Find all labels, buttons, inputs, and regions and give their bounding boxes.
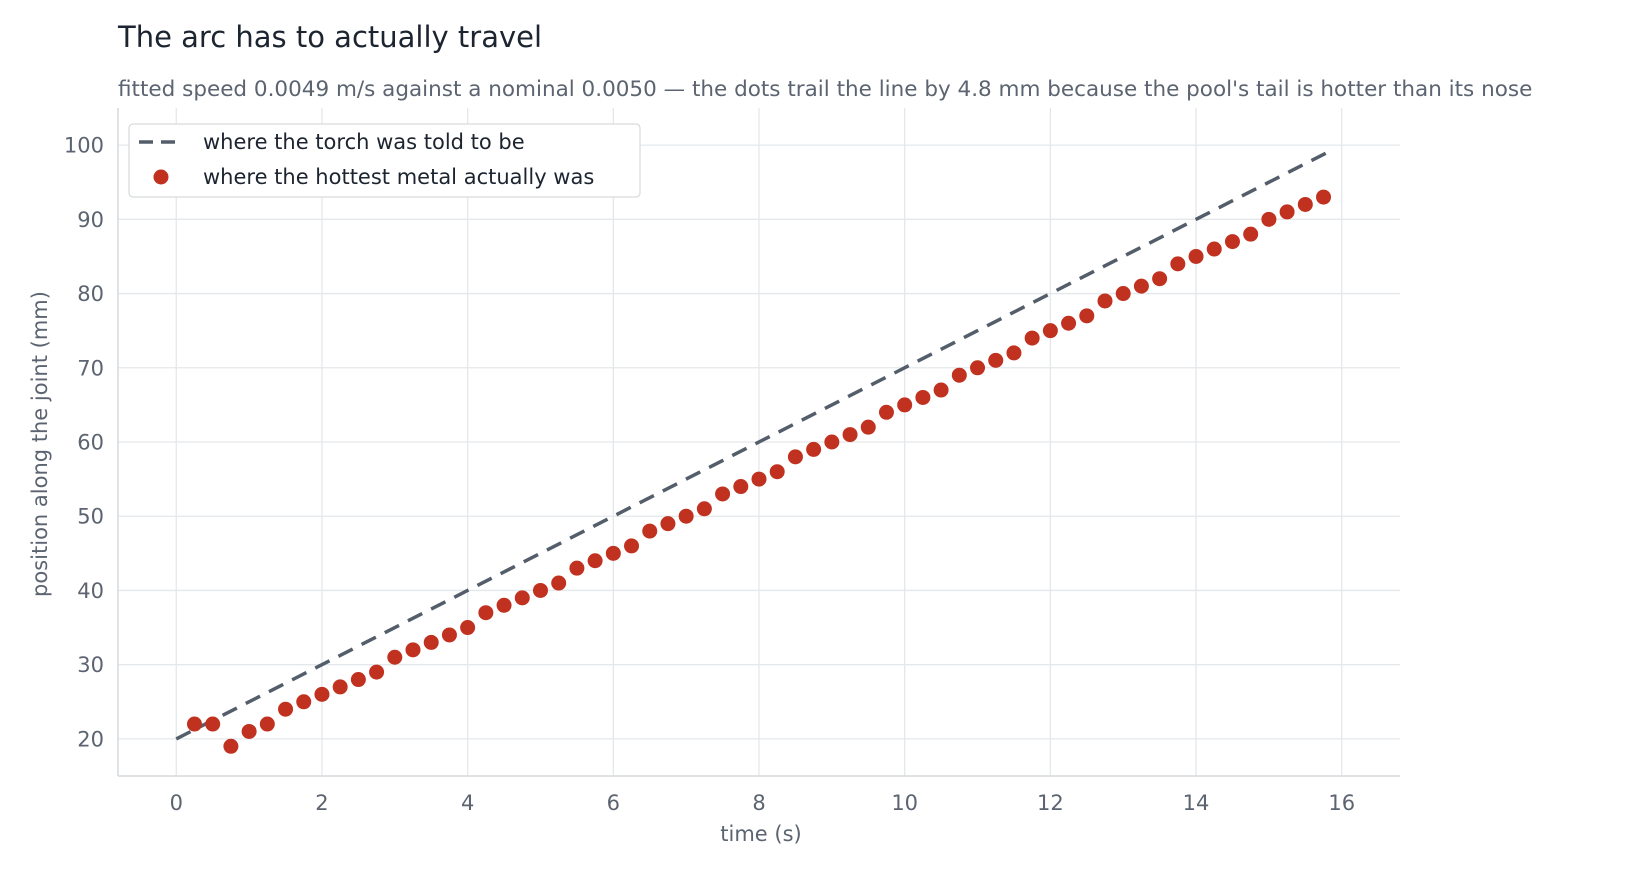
hottest-metal-point [751,471,767,487]
hottest-metal-point [1170,256,1186,272]
hottest-metal-point [1297,196,1313,212]
legend-marker-swatch [153,169,169,185]
chart-title: The arc has to actually travel [118,20,543,54]
hottest-metal-point [696,501,712,517]
hottest-metal-point [1079,308,1095,324]
hottest-metal-point [314,686,330,702]
y-tick-label: 70 [77,356,104,380]
x-tick-label: 16 [1328,791,1355,815]
hottest-metal-point [1243,226,1259,242]
hottest-metal-point [241,723,257,739]
hottest-metal-point [1279,204,1295,220]
x-tick-label: 6 [607,791,620,815]
x-axis-label: time (s) [720,822,801,846]
hottest-metal-point [551,575,567,591]
y-axis-label: position along the joint (mm) [28,291,52,597]
hottest-metal-point [186,716,202,732]
hottest-metal-point [878,404,894,420]
hottest-metal-point [1061,315,1077,331]
hottest-metal-point [842,427,858,443]
legend-box [128,123,641,198]
hottest-metal-point [860,419,876,435]
hottest-metal-point [605,545,621,561]
hottest-metal-point [369,664,385,680]
hottest-metal-point [350,672,366,688]
tick-labels: 0 2 4 6 8 10 12 14 16 20 30 40 50 60 70 80 90 100 [64,134,1355,815]
y-tick-label: 80 [77,282,104,306]
hottest-metal-point [514,590,530,606]
hottest-metal-point [332,679,348,695]
x-tick-label: 12 [1037,791,1064,815]
hottest-metal-point [405,642,421,658]
y-tick-label: 60 [77,431,104,455]
hottest-metal-point [824,434,840,450]
axes [117,108,1400,777]
hottest-metal-point [1224,234,1240,250]
hottest-metal-point [660,516,676,532]
hottest-metal-point [387,649,403,665]
hottest-metal-point [1316,189,1332,205]
hottest-metal-point [733,479,749,495]
hottest-metal-point [532,582,548,598]
hottest-metal-point [478,605,494,621]
y-tick-label: 20 [77,727,104,751]
hottest-metal-point [988,352,1004,368]
hottest-metal-point [769,464,785,480]
hottest-metal-point [1042,323,1058,339]
hottest-metal-point [278,701,294,717]
chart-subtitle: fitted speed 0.0049 m/s against a nomina… [118,77,1533,102]
hottest-metal-point [1006,345,1022,361]
hottest-metal-point [1133,278,1149,294]
x-tick-label: 8 [752,791,765,815]
hottest-metal-point [1206,241,1222,257]
hottest-metal-point [1152,271,1168,287]
hottest-metal-point [569,560,585,576]
legend-label-measured: where the hottest metal actually was [203,165,594,189]
hottest-metal-point [496,597,512,613]
hottest-metal-point [624,538,640,554]
hottest-metal-point [259,716,275,732]
x-tick-label: 2 [315,791,328,815]
x-tick-label: 14 [1183,791,1210,815]
hottest-metal-point [787,449,803,465]
hottest-metal-point [223,738,239,754]
hottest-metal-point [933,382,949,398]
hottest-metal-point [897,397,913,413]
y-tick-label: 100 [64,134,104,158]
hottest-metal-point [441,627,457,643]
hottest-metal-point [970,360,986,376]
hottest-metal-point [1188,248,1204,264]
legend: where the torch was told to be where the… [128,123,641,198]
hottest-metal-point [951,367,967,383]
y-tick-label: 40 [77,579,104,603]
x-tick-label: 10 [891,791,918,815]
hottest-metal-point [678,508,694,524]
hottest-metal-point [423,634,439,650]
hottest-metal-point [1024,330,1040,346]
x-tick-label: 4 [461,791,474,815]
hottest-metal-point [715,486,731,502]
hottest-metal-point [296,694,312,710]
hottest-metal-point [587,553,603,569]
hottest-metal-point [205,716,221,732]
x-tick-label: 0 [170,791,183,815]
hottest-metal-point [1115,286,1131,302]
hottest-metal-point [1097,293,1113,309]
y-tick-label: 90 [77,208,104,232]
hottest-metal-point [1261,211,1277,227]
hottest-metal-point [460,620,476,636]
nominal-torch-line [175,147,1336,741]
y-tick-label: 50 [77,505,104,529]
y-tick-label: 30 [77,653,104,677]
grid-lines [118,108,1400,776]
legend-label-nominal: where the torch was told to be [203,130,525,154]
hottest-metal-point [642,523,658,539]
hottest-metal-point [915,389,931,405]
hottest-metal-point [806,441,822,457]
data-series [175,147,1336,754]
